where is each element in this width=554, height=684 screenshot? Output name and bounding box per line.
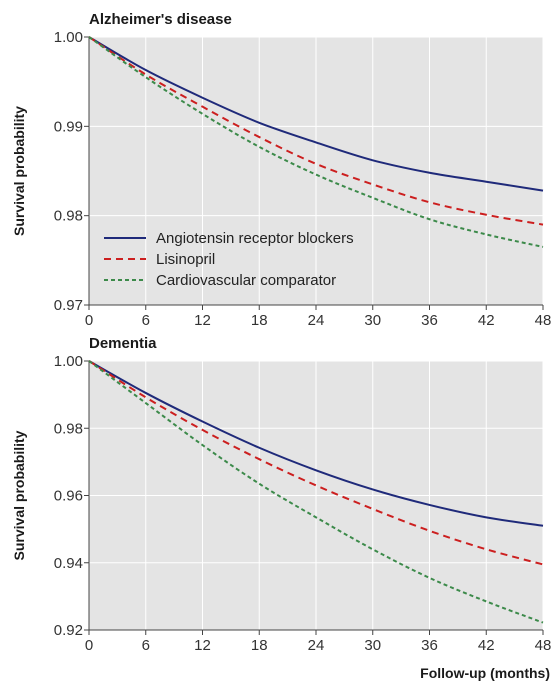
y-tick-label: 1.00 [54, 29, 83, 46]
x-tick-label: 6 [142, 312, 150, 329]
panel-title: Dementia [89, 335, 157, 352]
x-axis-label: Follow-up (months) [420, 665, 550, 681]
x-tick-label: 12 [194, 637, 211, 654]
series-line-comparator [88, 36, 544, 248]
y-axis-label: Survival probability [11, 106, 27, 236]
x-tick-label: 48 [535, 312, 552, 329]
series-line-comparator [88, 360, 544, 624]
y-axis-label: Survival probability [11, 430, 27, 560]
series-line-arb [88, 360, 544, 527]
series-line-arb [88, 36, 544, 192]
series-line-lisinopril [88, 360, 544, 566]
panel-dementia: 0 6 12 18 24 30 36 42 48 0.92 0.94 0.96 0.98 1.00 Deme… [11, 335, 551, 681]
y-tick-label: 0.98 [54, 420, 83, 437]
x-tick-label: 30 [364, 312, 381, 329]
x-tick-label: 0 [85, 312, 93, 329]
x-tick-label: 6 [142, 637, 150, 654]
panel-title: Alzheimer's disease [89, 11, 232, 28]
series-line-lisinopril [88, 36, 544, 226]
legend-label: Lisinopril [156, 251, 215, 268]
y-tick-label: 0.92 [54, 622, 83, 639]
y-tick-label: 0.98 [54, 208, 83, 225]
x-tick-label: 18 [251, 312, 268, 329]
y-tick-label: 1.00 [54, 353, 83, 370]
x-tick-label: 36 [421, 637, 438, 654]
x-tick-label: 0 [85, 637, 93, 654]
y-tick-label: 0.96 [54, 488, 83, 505]
legend: Angiotensin receptor blockers Lisinopril C… [104, 230, 354, 289]
y-tick-label: 0.97 [54, 297, 83, 314]
x-tick-label: 24 [308, 637, 325, 654]
x-tick-label: 42 [478, 312, 495, 329]
panel-alzheimers: 0 6 12 18 24 30 36 42 48 0.97 0.98 0.99 1.00 Alzheime… [11, 11, 551, 329]
y-tick-label: 0.94 [54, 555, 83, 572]
x-tick-label: 24 [308, 312, 325, 329]
x-tick-label: 42 [478, 637, 495, 654]
x-tick-label: 48 [535, 637, 552, 654]
legend-label: Cardiovascular comparator [156, 272, 336, 289]
x-tick-label: 30 [364, 637, 381, 654]
x-tick-label: 12 [194, 312, 211, 329]
x-tick-label: 18 [251, 637, 268, 654]
y-tick-label: 0.99 [54, 118, 83, 135]
legend-label: Angiotensin receptor blockers [156, 230, 354, 247]
x-tick-label: 36 [421, 312, 438, 329]
